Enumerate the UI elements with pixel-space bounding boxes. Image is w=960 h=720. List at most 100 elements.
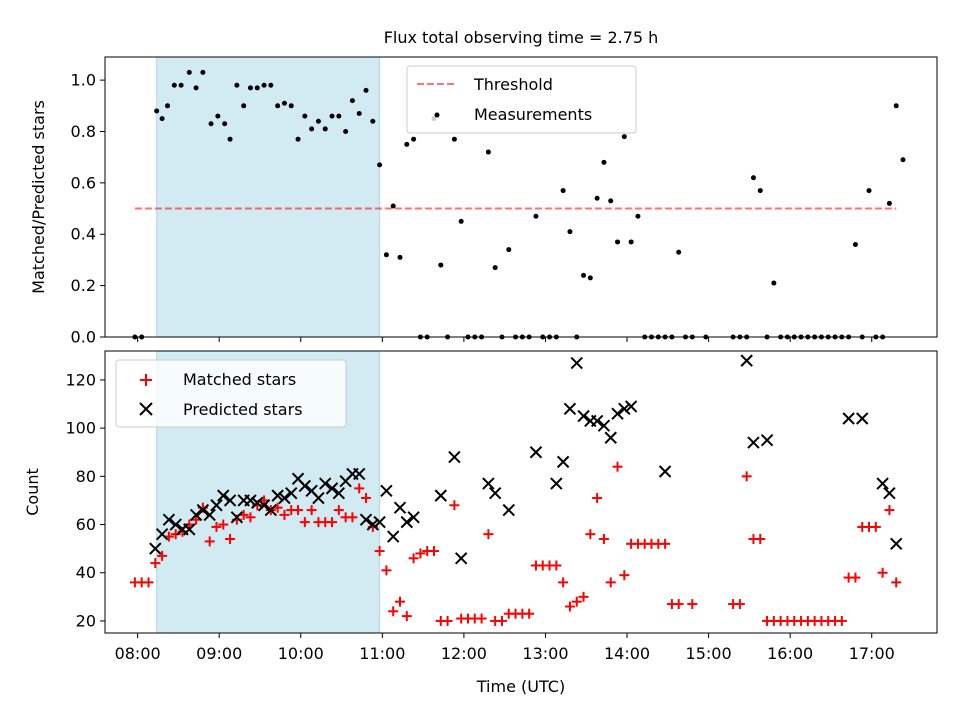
predicted-star-point <box>434 489 447 502</box>
measurement-point <box>154 108 160 114</box>
matched-star-point <box>333 505 344 516</box>
predicted-star-point <box>604 431 617 444</box>
measurement-point <box>587 275 593 281</box>
predicted-star-point <box>556 455 570 469</box>
matched-star-point <box>415 548 426 559</box>
predicted-star-point <box>223 494 237 507</box>
matched-star-point <box>354 483 365 494</box>
matched-star-point <box>191 514 202 525</box>
matched-star-point <box>428 546 439 557</box>
ratio-y-tick-label: 0.0 <box>71 328 96 347</box>
predicted-star-point <box>210 499 223 512</box>
predicted-point-b <box>624 400 638 413</box>
predicted-star-point <box>353 467 366 481</box>
matched-star-point <box>449 500 460 511</box>
ratio-y-ticks: 0.0 0.2 0.4 0.6 0.8 1.0 <box>71 71 105 347</box>
predicted-point-b <box>162 513 176 526</box>
predicted-point-b <box>760 433 774 447</box>
matched-star-point <box>877 567 888 578</box>
matched-star-point <box>734 599 745 610</box>
predicted-star-point <box>298 479 312 493</box>
measurement-point <box>322 126 328 132</box>
legend-matched-label: Matched stars <box>183 370 296 389</box>
predicted-point-b <box>658 465 672 478</box>
count-y-ticks: 20 40 60 80 100 120 <box>65 370 105 630</box>
predicted-point-b <box>271 489 284 502</box>
predicted-point-b <box>353 467 366 481</box>
predicted-star-point <box>264 503 278 517</box>
predicted-star-point <box>747 436 760 449</box>
measurement-point <box>615 239 621 245</box>
predicted-point-b <box>285 486 298 500</box>
matched-star-point <box>293 505 304 516</box>
measurement-point <box>159 116 165 122</box>
predicted-point-b <box>169 518 182 531</box>
predicted-star-point <box>876 477 889 490</box>
measurement-point <box>594 195 600 201</box>
predicted-point-b <box>611 407 624 420</box>
matched-star-point <box>496 615 507 626</box>
matched-star-point <box>619 570 630 581</box>
ratio-y-tick-label: 1.0 <box>71 71 96 90</box>
matched-star-point <box>578 591 589 602</box>
matched-star-point <box>524 608 535 619</box>
predicted-star-point <box>217 489 230 502</box>
matched-star-point <box>585 529 596 540</box>
predicted-point-b <box>747 436 760 449</box>
predicted-star-point <box>842 412 855 425</box>
predicted-point-b <box>251 496 264 510</box>
measurement-point <box>171 82 177 88</box>
predicted-star-point <box>230 511 244 524</box>
measurement-point <box>757 188 763 194</box>
predicted-star-point <box>890 537 903 551</box>
measurement-point <box>852 242 858 248</box>
predicted-star-point <box>393 501 407 514</box>
measurement-point <box>438 262 444 268</box>
predicted-star-point <box>740 354 753 367</box>
predicted-star-point <box>257 499 271 512</box>
predicted-star-point <box>482 477 495 490</box>
matched-star-point <box>218 519 229 530</box>
predicted-star-point <box>189 508 203 522</box>
matched-star-point <box>558 577 569 588</box>
measurement-point <box>608 198 614 204</box>
measurement-point <box>227 136 233 142</box>
count-y-tick-label: 40 <box>76 563 96 582</box>
predicted-star-point <box>502 503 515 517</box>
measurement-point <box>390 203 396 209</box>
matched-star-point <box>884 505 895 516</box>
predicted-point-b <box>590 414 604 428</box>
predicted-star-point <box>332 486 346 500</box>
predicted-point-b <box>890 537 903 551</box>
measurement-point <box>363 87 369 93</box>
predicted-point-b <box>264 503 278 517</box>
predicted-point-b <box>325 482 339 495</box>
measurement-point <box>411 136 417 142</box>
predicted-star-point <box>400 515 414 529</box>
predicted-point-b <box>842 412 855 425</box>
predicted-point-b <box>305 484 318 498</box>
measurement-point <box>281 100 287 106</box>
measurement-point <box>241 103 247 109</box>
measurement-point <box>451 136 457 142</box>
measurement-point <box>275 103 281 109</box>
measurement-point <box>288 103 294 109</box>
measurement-point <box>261 82 267 88</box>
predicted-point-b <box>189 508 203 522</box>
matched-star-point <box>408 553 419 564</box>
predicted-point-b <box>577 409 590 423</box>
x-tick-label: 11:00 <box>359 644 405 663</box>
count-x-ticks: 08:00 09:00 10:00 11:00 12:00 13:00 14:00 15:00… <box>115 633 895 663</box>
x-axis-label: Time (UTC) <box>476 677 565 696</box>
ratio-y-tick-label: 0.6 <box>71 173 96 192</box>
predicted-point-b <box>740 354 753 367</box>
predicted-point-b <box>359 513 373 526</box>
count-legend-box <box>115 359 347 428</box>
predicted-star-point <box>597 419 611 432</box>
measurement-point <box>349 98 355 104</box>
predicted-point-b <box>482 477 495 490</box>
matched-star-point <box>245 512 256 523</box>
measurement-point <box>295 136 301 142</box>
measurement-point <box>247 85 253 91</box>
predicted-point-b <box>257 499 271 512</box>
